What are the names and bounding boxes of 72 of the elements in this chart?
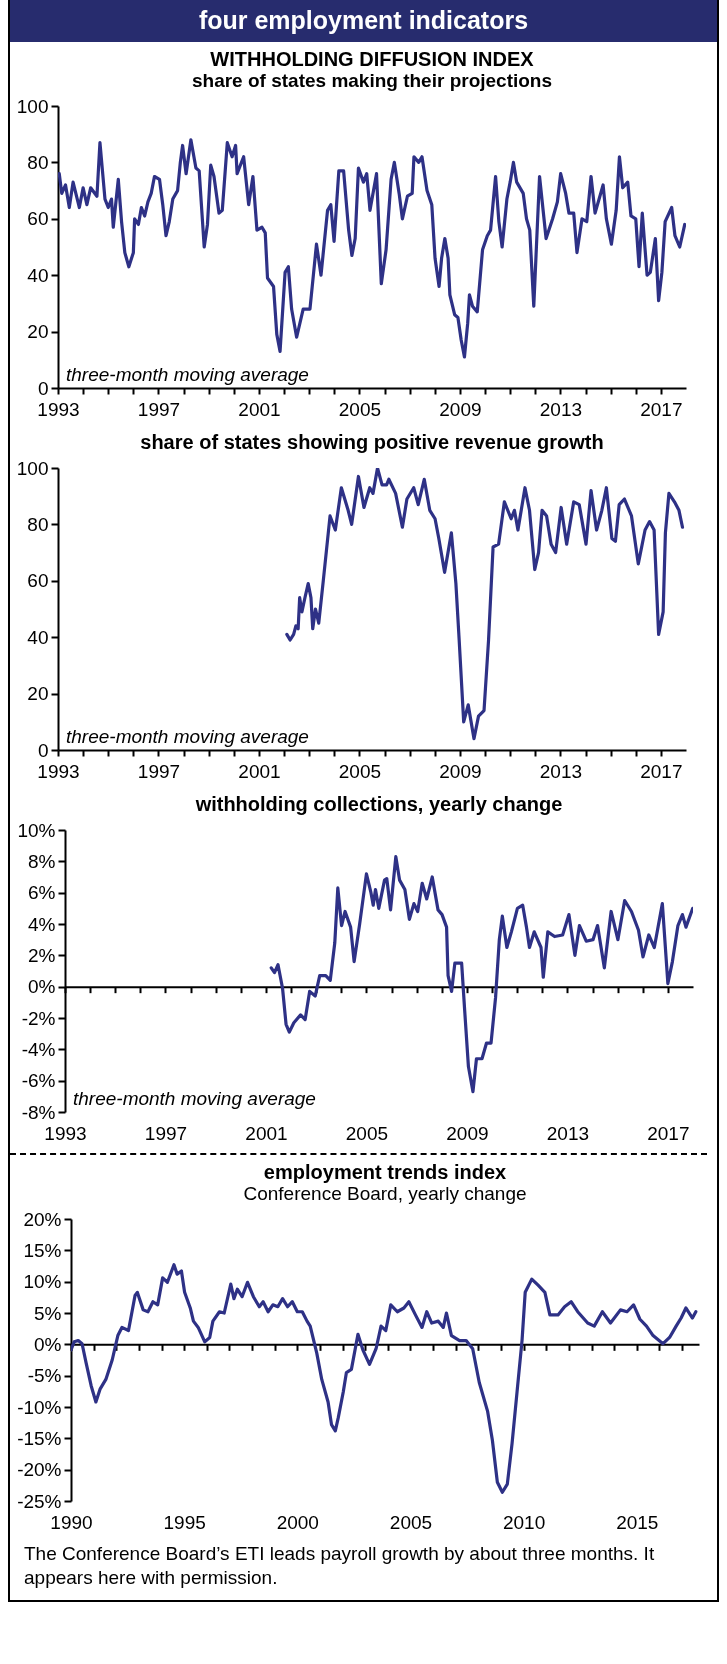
- text: The Conference Board’s ETI leads payroll growth by about three months. It appears here with permission.: [23, 1542, 656, 1590]
- x-tick-label: 2001: [245, 1122, 288, 1144]
- y-tick-label: -4%: [21, 1038, 56, 1060]
- y-tick-label: 80: [27, 513, 49, 535]
- y-tick-label: 0%: [34, 1333, 62, 1355]
- x-tick-label: 1997: [144, 1122, 188, 1144]
- x-tick-label: 2000: [276, 1511, 319, 1533]
- text: four employment indicators: [10, 0, 717, 42]
- x-tick-label: 1993: [37, 760, 80, 782]
- line-series: [58, 138, 686, 359]
- y-tick-label: 10%: [17, 819, 56, 841]
- y-tick-label: 80: [27, 151, 49, 173]
- y-tick-label: 0: [37, 377, 49, 399]
- chart-title: withholding collections, yearly change: [194, 793, 563, 815]
- y-tick-label: 4%: [28, 913, 56, 935]
- x-tick-label: 1997: [137, 760, 181, 782]
- y-tick-label: -5%: [27, 1365, 62, 1387]
- y-tick-label: 10%: [23, 1271, 62, 1293]
- y-tick-label: 20: [27, 321, 49, 343]
- x-tick-label: 2017: [640, 398, 683, 420]
- x-tick-label: 2013: [539, 398, 583, 420]
- y-tick-label: -6%: [21, 1070, 56, 1092]
- x-tick-label: 2001: [238, 398, 281, 420]
- x-tick-label: 2017: [640, 760, 683, 782]
- x-tick-label: 2005: [338, 398, 382, 420]
- y-tick-label: -20%: [17, 1459, 62, 1481]
- annotation: three-month moving average: [66, 364, 309, 385]
- y-tick-label: 0: [37, 739, 49, 761]
- x-tick-label: 1995: [163, 1511, 206, 1533]
- y-tick-label: 2%: [28, 944, 56, 966]
- y-tick-label: 100: [16, 95, 49, 117]
- x-tick-label: 2017: [647, 1122, 690, 1144]
- chart-title: WITHHOLDING DIFFUSION INDEX: [210, 48, 535, 70]
- chart-subtitle: Conference Board, yearly change: [243, 1183, 527, 1204]
- x-tick-label: 2013: [539, 760, 583, 782]
- x-tick-label: 2009: [439, 398, 482, 420]
- y-tick-label: -2%: [21, 1007, 56, 1029]
- y-tick-label: 60: [27, 208, 49, 230]
- x-tick-label: 2001: [238, 760, 281, 782]
- y-tick-label: -15%: [17, 1427, 62, 1449]
- chart-title: share of states showing positive revenue growth: [140, 431, 604, 453]
- x-tick-label: 2009: [439, 760, 482, 782]
- x-tick-label: 1997: [137, 398, 181, 420]
- x-tick-label: 2010: [502, 1511, 546, 1533]
- x-tick-label: 1993: [37, 398, 80, 420]
- x-tick-label: 1993: [44, 1122, 87, 1144]
- line-series: [269, 855, 693, 1094]
- y-tick-label: 6%: [28, 882, 56, 904]
- y-tick-label: -25%: [17, 1490, 62, 1512]
- y-tick-label: 20: [27, 683, 49, 705]
- y-tick-label: 40: [27, 626, 49, 648]
- chart-subtitle: share of states making their projections: [191, 70, 553, 91]
- y-tick-label: 20%: [23, 1208, 62, 1230]
- x-tick-label: 2005: [345, 1122, 389, 1144]
- annotation: three-month moving average: [73, 1088, 316, 1109]
- annotation: three-month moving average: [66, 726, 309, 747]
- x-tick-label: 1990: [50, 1511, 93, 1533]
- y-tick-label: 60: [27, 570, 49, 592]
- y-tick-label: -8%: [21, 1101, 56, 1123]
- y-tick-label: 40: [27, 264, 49, 286]
- x-tick-label: 2013: [546, 1122, 590, 1144]
- y-tick-label: 8%: [28, 850, 56, 872]
- y-tick-label: 5%: [34, 1302, 62, 1324]
- x-tick-label: 2009: [446, 1122, 489, 1144]
- y-tick-label: 15%: [23, 1239, 62, 1261]
- y-tick-label: 0%: [28, 976, 56, 998]
- y-tick-label: 100: [16, 457, 49, 479]
- x-tick-label: 2005: [338, 760, 382, 782]
- y-tick-label: -10%: [17, 1396, 62, 1418]
- chart-title: employment trends index: [263, 1161, 507, 1183]
- x-tick-label: 2005: [389, 1511, 433, 1533]
- x-tick-label: 2015: [616, 1511, 659, 1533]
